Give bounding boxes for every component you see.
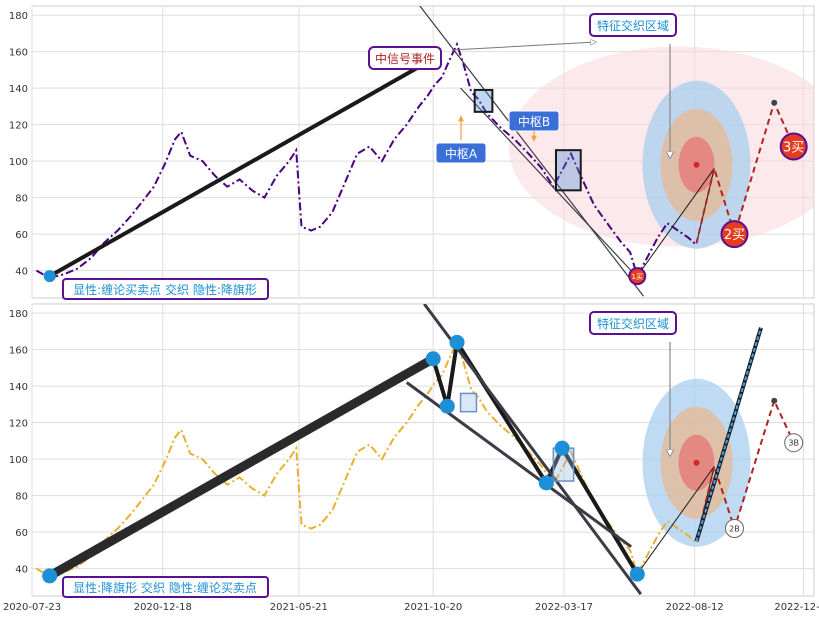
- bottom-panel: 40 60 80 100 120 140 160 180 2020-07-23 2020-12-…: [3, 303, 819, 613]
- top-y-axis: 40 60 80 100 120 140 160 180: [9, 11, 28, 278]
- buy-point-marker: [724, 518, 744, 538]
- buy-point-marker: [784, 433, 804, 453]
- x-tick-label: 2022-03-17: [535, 602, 593, 613]
- y-tick-label: 100: [9, 455, 28, 466]
- corner-label-bottom-text: 显性:降旗形 交织 隐性:缠论买卖点: [73, 580, 257, 595]
- buy-point-marker: [779, 132, 808, 161]
- x-tick-label: 2021-10-20: [404, 602, 462, 613]
- y-tick-label: 60: [15, 528, 28, 539]
- pivot-node: [425, 351, 441, 367]
- y-tick-label: 140: [9, 84, 28, 95]
- y-tick-label: 80: [15, 492, 28, 503]
- x-tick-label: 2020-12-18: [134, 602, 192, 613]
- zhongshu-box: [459, 392, 478, 413]
- trend-line-zigzag: [431, 336, 640, 576]
- y-tick-label: 40: [15, 267, 28, 278]
- pivot-node: [554, 440, 570, 456]
- bottom-buy-points: 2B 3B: [724, 433, 804, 538]
- zone-center-dot: [693, 161, 700, 168]
- x-tick-label: 2022-12-13: [774, 602, 819, 613]
- pivot-node: [43, 270, 56, 283]
- corner-label-bottom: 显性:降旗形 交织 隐性:缠论买卖点: [62, 576, 269, 598]
- buy-point-label: 3B: [788, 439, 799, 448]
- top-panel: 40 60 80 100 120 140 160 180 1买 2买 3买 中信号事件 特征交织区…: [9, 5, 815, 300]
- x-tick-label: 2020-07-23: [3, 602, 61, 613]
- trend-line-bold: [47, 354, 436, 580]
- pivot-node: [538, 475, 554, 491]
- x-tick-label: 2022-08-12: [666, 602, 724, 613]
- event-label-text: 中信号事件: [375, 51, 435, 66]
- pivot-node: [449, 334, 465, 350]
- pivot-node: [439, 398, 455, 414]
- trend-line-channel: [460, 87, 632, 272]
- y-tick-label: 120: [9, 121, 28, 132]
- trend-line-channel: [419, 6, 644, 297]
- target-end-dot: [771, 397, 778, 404]
- buy-point-label: 2B: [729, 524, 740, 533]
- top-price-series: [35, 41, 698, 279]
- top-pivots: [43, 270, 56, 283]
- y-tick-label: 80: [15, 194, 28, 205]
- buy-point-marker: [720, 220, 749, 249]
- target-end-dot: [771, 99, 778, 106]
- y-tick-label: 120: [9, 419, 28, 430]
- zhongshu-box: [554, 149, 582, 192]
- zhongshu-a-label: 中枢A: [435, 142, 487, 164]
- buy-point-label: 1买: [632, 273, 643, 281]
- buy-point-marker: [628, 267, 647, 286]
- zhongshu-b-text: 中枢B: [518, 114, 550, 129]
- bottom-pivots: [42, 334, 645, 584]
- y-tick-label: 160: [9, 48, 28, 59]
- buy-point-label: 2买: [724, 228, 745, 243]
- feature-zone-text-bottom: 特征交织区域: [597, 316, 669, 331]
- top-buy-points: 1买 2买 3买: [628, 132, 808, 286]
- pivot-node: [42, 568, 58, 584]
- bottom-x-axis: 2020-07-23 2020-12-18 2021-05-21 2021-10-20…: [3, 602, 819, 613]
- bottom-zhongshu-boxes: [459, 392, 575, 482]
- event-label: 中信号事件: [368, 46, 442, 70]
- corner-label-top-text: 显性:缠论买卖点 交织 隐性:降旗形: [73, 282, 257, 297]
- event-arrow: [451, 42, 596, 51]
- zhongshu-b-label: 中枢B: [508, 110, 560, 132]
- zhongshu-box: [473, 88, 494, 113]
- corner-label-top: 显性:缠论买卖点 交织 隐性:降旗形: [62, 278, 269, 300]
- pivot-node: [629, 566, 645, 582]
- y-tick-label: 160: [9, 346, 28, 357]
- trend-line-bold: [48, 57, 435, 278]
- y-tick-label: 180: [9, 11, 28, 22]
- bottom-y-axis: 40 60 80 100 120 140 160 180: [9, 309, 28, 576]
- buy-point-label: 3买: [783, 141, 804, 156]
- feature-zone-text-top: 特征交织区域: [597, 18, 669, 33]
- price-line: [35, 41, 698, 279]
- zhongshu-a-text: 中枢A: [445, 146, 478, 161]
- y-tick-label: 40: [15, 565, 28, 576]
- y-tick-label: 180: [9, 309, 28, 320]
- feature-zone-label-top: 特征交织区域: [589, 13, 677, 37]
- y-tick-label: 60: [15, 230, 28, 241]
- x-tick-label: 2021-05-21: [270, 602, 328, 613]
- trend-line-channel: [423, 304, 643, 596]
- trend-line-thin: [636, 168, 715, 277]
- up-target-line: [695, 327, 762, 542]
- trend-line-thin: [636, 466, 715, 575]
- y-tick-label: 100: [9, 157, 28, 168]
- top-zhongshu-boxes: [473, 88, 582, 192]
- y-tick-label: 140: [9, 382, 28, 393]
- feature-zone-label-bottom: 特征交织区域: [589, 311, 677, 335]
- zone-center-dot: [693, 459, 700, 466]
